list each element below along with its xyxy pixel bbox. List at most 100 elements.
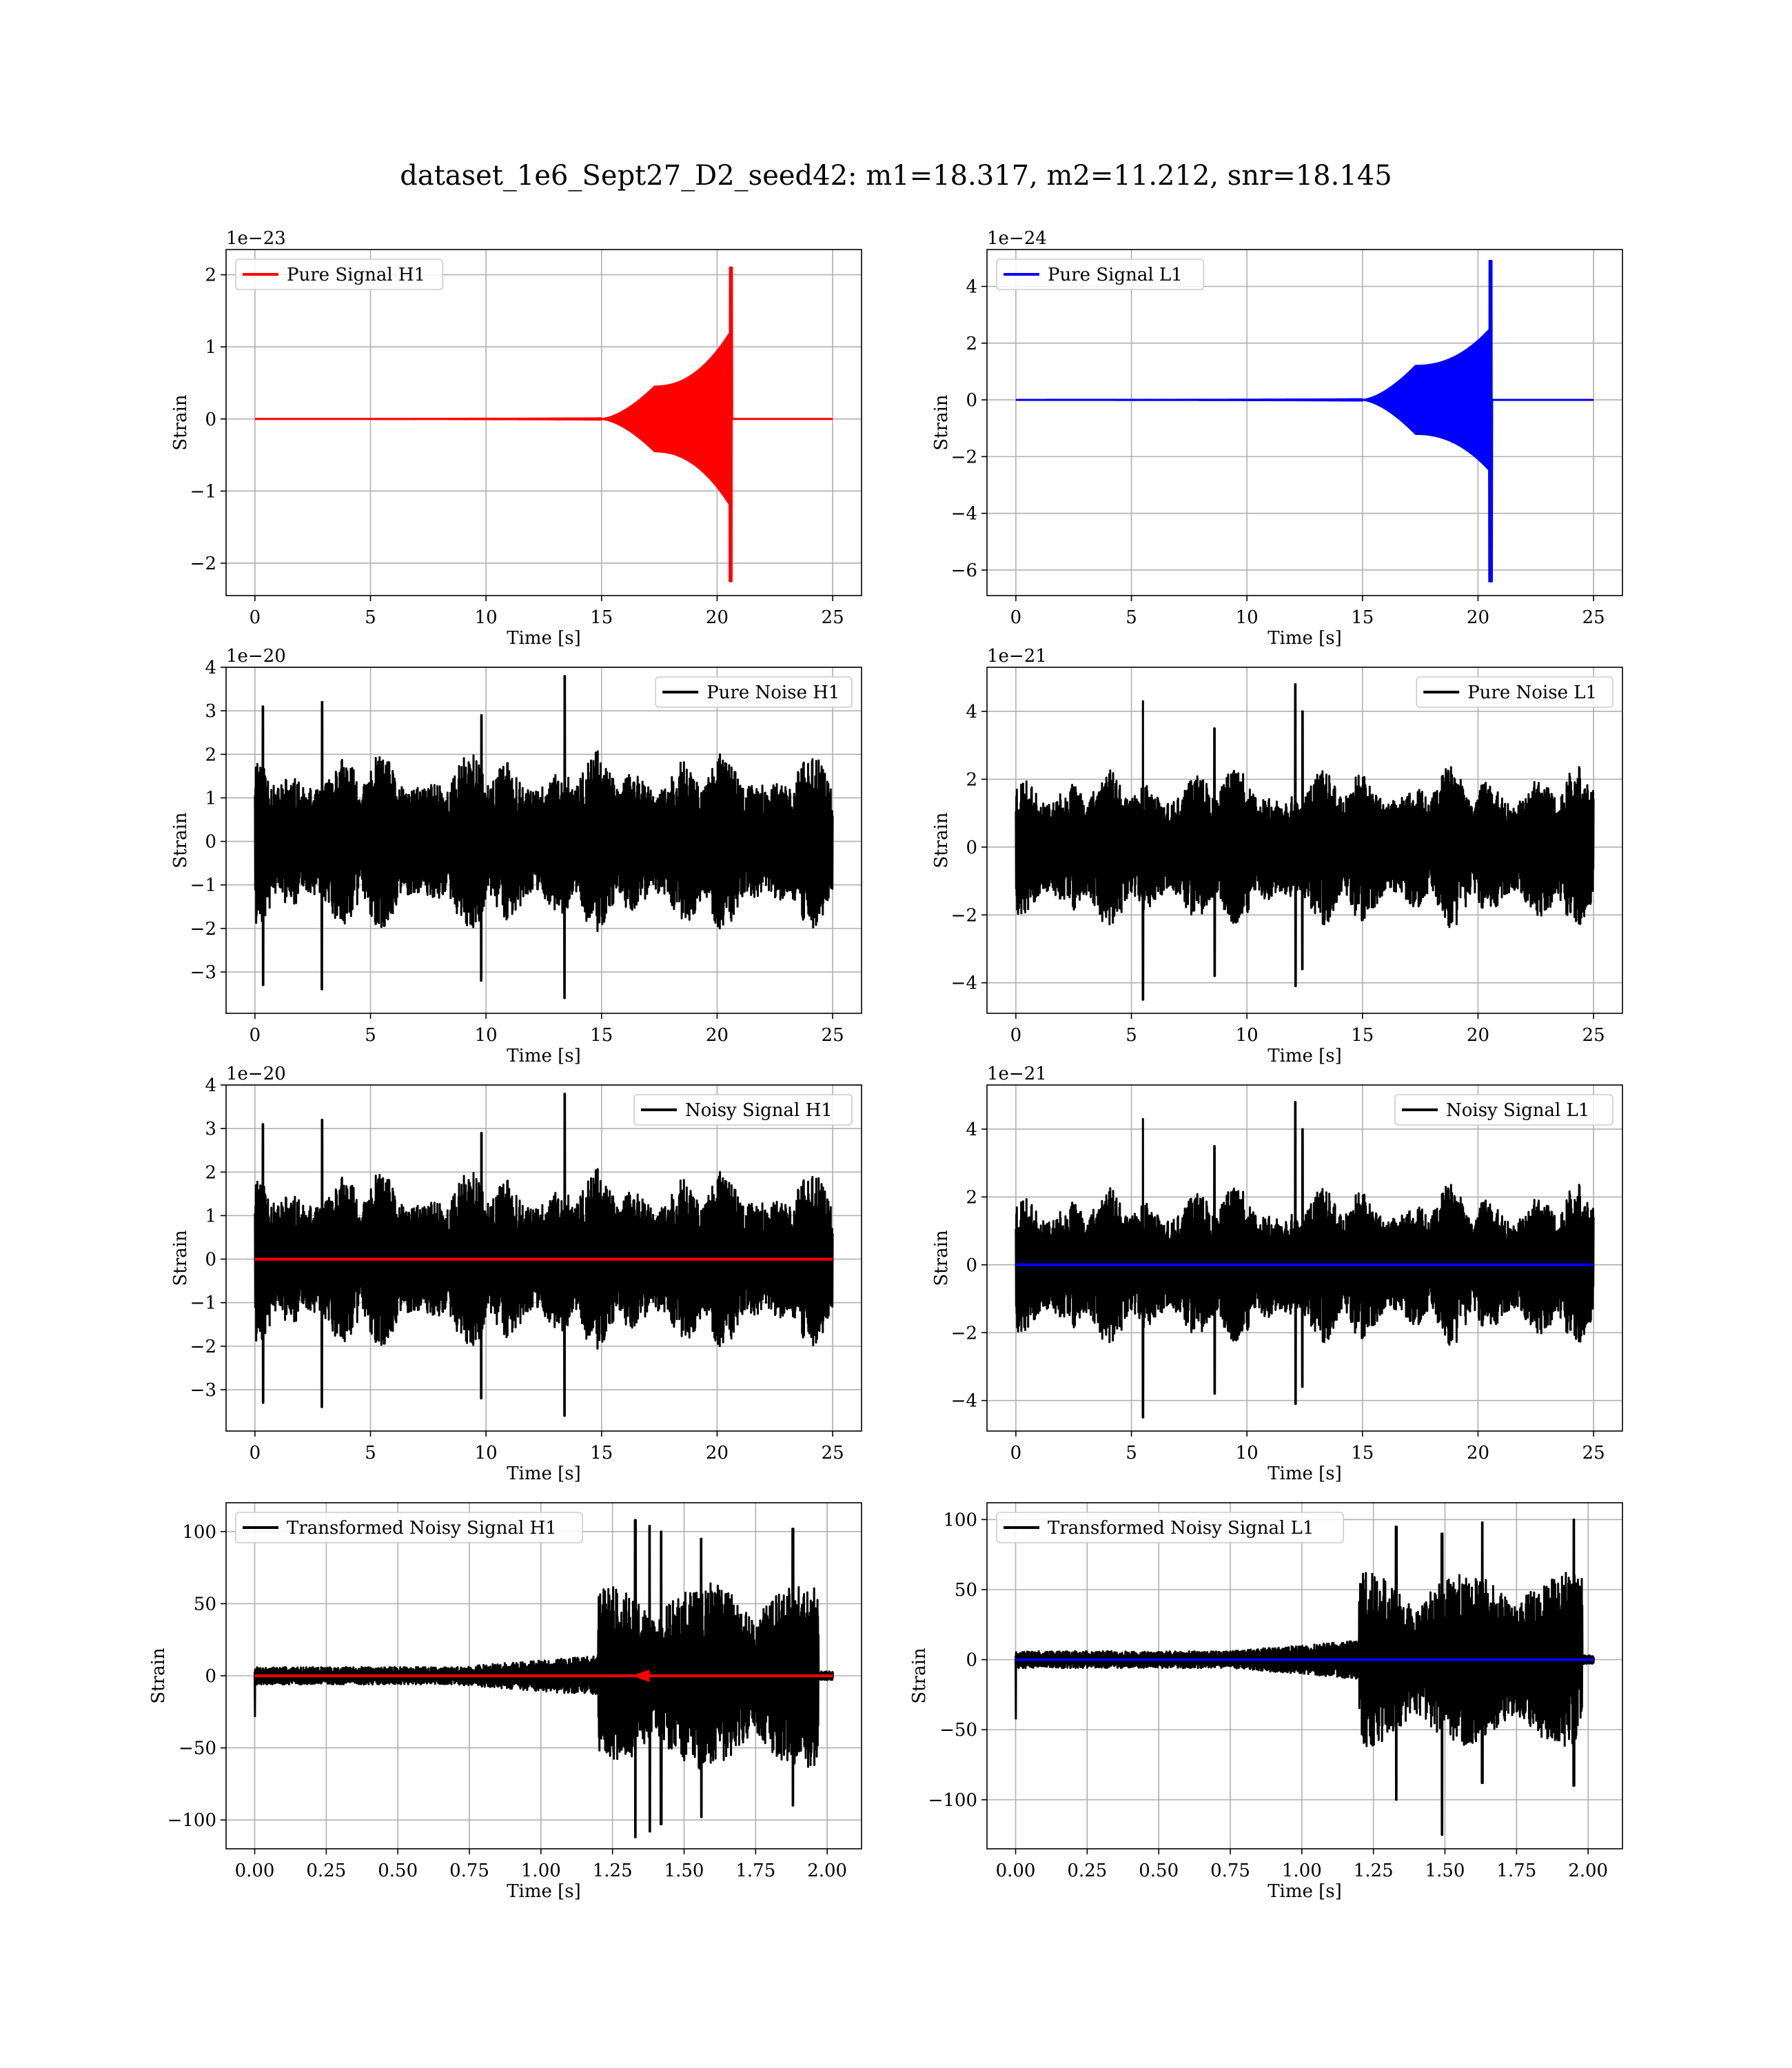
y-tick-label: −3 xyxy=(190,1380,216,1401)
x-tick-label: 2.00 xyxy=(1568,1861,1608,1881)
y-tick-label: 0 xyxy=(966,1650,977,1671)
x-tick-label: 0.75 xyxy=(449,1861,489,1881)
y-tick-label: 2 xyxy=(966,769,977,790)
y-tick-label: 2 xyxy=(205,1162,216,1183)
y-tick-label: −2 xyxy=(190,919,216,940)
y-offset-text: 1e−21 xyxy=(987,1064,1047,1084)
y-tick-label: 100 xyxy=(943,1510,977,1530)
data-layer xyxy=(254,1093,834,1417)
y-tick-label: 4 xyxy=(966,702,977,722)
legend-frame xyxy=(1394,1094,1613,1126)
legend: Noisy Signal H1 xyxy=(633,1094,853,1126)
y-tick-label: 0 xyxy=(966,1255,977,1276)
x-tick-label: 15 xyxy=(1351,1025,1374,1046)
legend-label: Pure Noise L1 xyxy=(1467,682,1597,703)
y-tick-label: 4 xyxy=(966,1119,977,1140)
x-axis-label: Time [s] xyxy=(507,628,581,649)
series-line-transformed-noisy-signal-h1-0 xyxy=(254,1519,834,1838)
data-layer xyxy=(254,1519,834,1838)
x-tick-label: 2.00 xyxy=(807,1861,847,1881)
x-tick-label: 20 xyxy=(1467,1025,1489,1046)
legend: Pure Signal L1 xyxy=(996,258,1205,290)
y-offset-text: 1e−20 xyxy=(226,1064,286,1084)
x-axis-label: Time [s] xyxy=(1267,1046,1342,1066)
series-marker xyxy=(631,1670,650,1682)
figure-title: dataset_1e6_Sept27_D2_seed42: m1=18.317,… xyxy=(400,160,1392,192)
x-tick-label: 0.00 xyxy=(235,1861,275,1881)
y-tick-label: 4 xyxy=(205,1075,216,1096)
axes-frame xyxy=(225,1084,862,1432)
y-tick-label: 0 xyxy=(205,409,216,430)
subplot-pure-signal-l1: 0 5 10 15 20 25 −6 −4 −2 0 2 4 Time [s] Strain 1e−24Pu… xyxy=(931,228,1623,649)
x-tick-label: 0 xyxy=(250,1025,261,1046)
y-axis-label: Strain xyxy=(931,394,952,451)
y-tick-label: 2 xyxy=(205,265,216,286)
y-tick-label: 1 xyxy=(205,788,216,809)
legend: Pure Noise H1 xyxy=(655,676,853,708)
y-tick-label: 2 xyxy=(966,1187,977,1208)
y-tick-label: −2 xyxy=(190,554,216,574)
x-tick-label: 1.50 xyxy=(1425,1861,1465,1881)
legend-label: Noisy Signal L1 xyxy=(1446,1100,1589,1121)
subplot-noisy-signal-l1: 0 5 10 15 20 25 −4 −2 0 2 4 Time [s] Strain 1e−21 Nois… xyxy=(931,1064,1623,1484)
subplot-pure-signal-h1: 0 5 10 15 20 25 −2 −1 0 1 2 Time [s] Strain 1e−23Pure… xyxy=(170,228,862,649)
x-tick-label: 20 xyxy=(1467,1443,1489,1463)
x-tick-label: 5 xyxy=(365,1443,376,1463)
y-tick-label: −2 xyxy=(951,1323,977,1344)
data-layer xyxy=(1015,683,1595,1001)
y-tick-label: 1 xyxy=(205,1206,216,1226)
x-tick-label: 1.75 xyxy=(735,1861,775,1881)
x-tick-label: 0.50 xyxy=(378,1861,418,1881)
y-tick-label: 2 xyxy=(966,334,977,354)
y-offset-text: 1e−24 xyxy=(987,228,1047,249)
x-tick-label: 5 xyxy=(365,607,376,628)
series-line-noisy-signal-l1-0 xyxy=(1015,1101,1595,1419)
legend-label: Noisy Signal H1 xyxy=(685,1100,833,1121)
x-tick-label: 5 xyxy=(1126,607,1137,628)
legend-label: Pure Signal L1 xyxy=(1048,265,1183,285)
y-offset-text: 1e−20 xyxy=(226,646,286,667)
data-layer xyxy=(1015,260,1595,582)
y-axis-label: Strain xyxy=(170,812,191,869)
x-tick-label: 0 xyxy=(250,1443,261,1463)
x-tick-label: 25 xyxy=(1582,1025,1605,1046)
x-tick-label: 20 xyxy=(1467,607,1489,628)
legend-label: Pure Noise H1 xyxy=(706,682,839,703)
axes-frame xyxy=(986,249,1623,596)
y-tick-label: 100 xyxy=(182,1522,216,1543)
series-line-pure-noise-l1-0 xyxy=(1015,683,1595,1001)
y-tick-label: 0 xyxy=(205,832,216,853)
y-tick-label: −4 xyxy=(951,504,977,525)
data-layer xyxy=(254,266,834,582)
data-layer xyxy=(254,675,834,1000)
y-tick-label: −2 xyxy=(951,905,977,926)
x-tick-label: 1.75 xyxy=(1496,1861,1536,1881)
y-tick-label: 2 xyxy=(205,744,216,765)
y-tick-label: 1 xyxy=(205,337,216,358)
x-tick-label: 5 xyxy=(365,1025,376,1046)
x-tick-label: 10 xyxy=(475,1025,498,1046)
x-axis-label: Time [s] xyxy=(507,1881,581,1902)
legend-label: Transformed Noisy Signal L1 xyxy=(1048,1518,1314,1539)
legend-frame xyxy=(1416,676,1613,708)
y-tick-label: −2 xyxy=(190,1337,216,1357)
y-tick-label: −100 xyxy=(167,1810,216,1831)
x-tick-label: 25 xyxy=(822,1025,844,1046)
x-tick-label: 15 xyxy=(1351,607,1374,628)
x-tick-label: 0.25 xyxy=(1067,1861,1107,1881)
x-tick-label: 0 xyxy=(1010,607,1022,628)
series-line-noisy-signal-h1-0 xyxy=(254,1093,834,1417)
y-tick-label: −4 xyxy=(951,1391,977,1412)
x-axis-label: Time [s] xyxy=(1267,1881,1342,1902)
y-tick-label: 3 xyxy=(205,1119,216,1139)
y-tick-label: −1 xyxy=(190,481,216,502)
x-tick-label: 25 xyxy=(1582,1443,1605,1463)
subplot-noisy-signal-h1: 0 5 10 15 20 25 −3 −2 −1 0 1 2 3 4 Time [s] Strain 1e−20… xyxy=(170,1064,862,1484)
x-axis-label: Time [s] xyxy=(1267,1463,1342,1484)
y-axis-label: Strain xyxy=(931,1230,952,1286)
y-tick-label: 50 xyxy=(194,1594,216,1614)
x-tick-label: 0 xyxy=(250,607,261,628)
y-offset-text: 1e−21 xyxy=(987,646,1047,667)
series-line-transformed-noisy-signal-l1-0 xyxy=(1015,1518,1595,1836)
